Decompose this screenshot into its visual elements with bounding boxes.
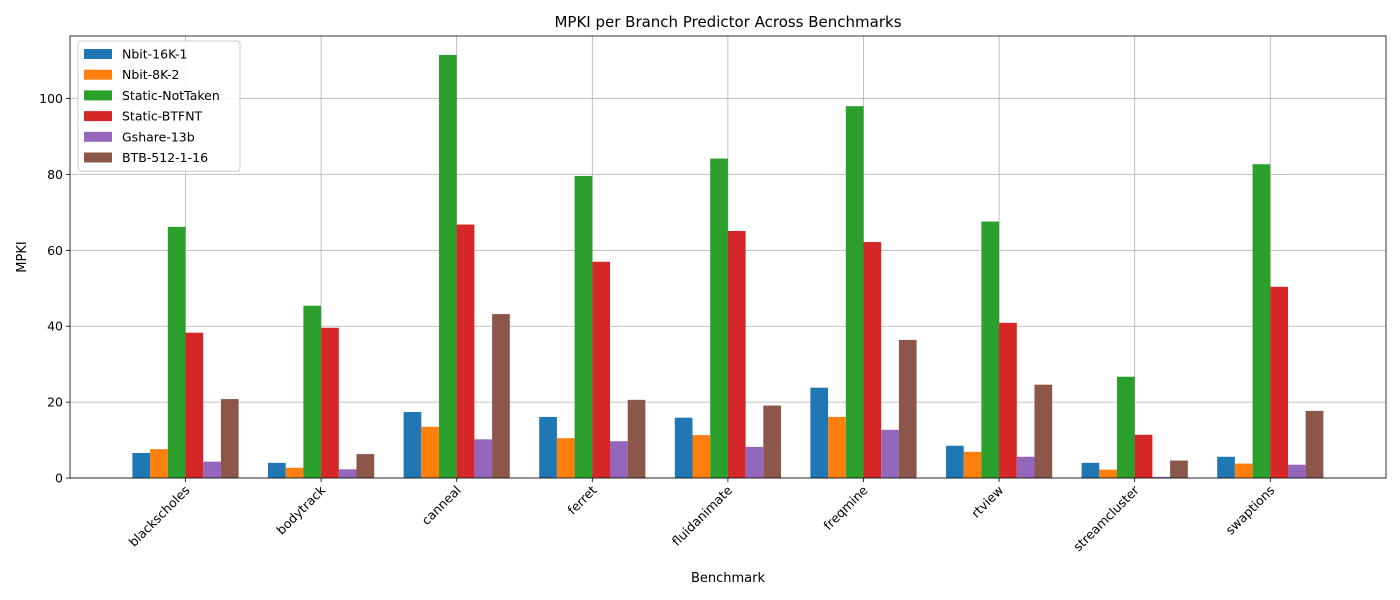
bar-nbit-16k-1-streamcluster	[1081, 462, 1100, 478]
x-tick-label: rtview	[968, 483, 1006, 521]
x-axis: blackscholes bodytrack canneal ferret fluida…	[126, 478, 1277, 554]
legend-label: Static-BTFNT	[122, 109, 203, 124]
bar-static-nottaken-rtview	[981, 221, 1000, 478]
x-axis-label: Benchmark	[691, 571, 766, 586]
bar-nbit-8k-2-bodytrack	[285, 467, 304, 478]
y-tick-label: 0	[55, 471, 63, 486]
legend-label: Nbit-16K-1	[122, 47, 187, 62]
bar-static-btfnt-rtview	[999, 322, 1017, 478]
bar-btb-512-1-16-fluidanimate	[763, 405, 781, 478]
bar-btb-512-1-16-streamcluster	[1170, 460, 1188, 478]
legend-label: Static-NotTaken	[122, 88, 220, 103]
bar-btb-512-1-16-ferret	[627, 399, 646, 478]
bar-btb-512-1-16-blackscholes	[220, 399, 239, 478]
bar-static-nottaken-fluidanimate	[710, 158, 728, 478]
bar-nbit-8k-2-freqmine	[828, 416, 846, 478]
bar-static-nottaken-swaptions	[1252, 164, 1271, 478]
bar-btb-512-1-16-bodytrack	[356, 454, 375, 478]
bar-static-btfnt-streamcluster	[1134, 434, 1153, 478]
bar-static-btfnt-bodytrack	[321, 327, 339, 478]
x-tick-label: streamcluster	[1070, 482, 1142, 554]
bar-gshare-13b-canneal	[474, 439, 493, 478]
bars	[132, 54, 1324, 478]
bar-nbit-16k-1-rtview	[946, 445, 964, 478]
x-tick-label: ferret	[564, 482, 599, 517]
bar-static-btfnt-ferret	[592, 261, 610, 478]
x-tick-label: swaptions	[1222, 483, 1277, 538]
bar-static-nottaken-freqmine	[845, 106, 864, 478]
bar-nbit-8k-2-fluidanimate	[692, 435, 711, 478]
y-tick-label: 60	[47, 243, 63, 258]
legend-label: BTB-512-1-16	[122, 150, 208, 165]
bar-gshare-13b-freqmine	[881, 429, 899, 478]
bar-nbit-8k-2-ferret	[556, 438, 575, 478]
bar-nbit-8k-2-rtview	[963, 451, 982, 478]
legend-swatch	[84, 90, 112, 101]
bar-btb-512-1-16-freqmine	[898, 339, 917, 478]
bar-nbit-8k-2-blackscholes	[150, 449, 168, 478]
bar-static-btfnt-fluidanimate	[727, 231, 746, 478]
chart-title: MPKI per Branch Predictor Across Benchma…	[554, 13, 901, 31]
bar-nbit-16k-1-freqmine	[810, 387, 829, 478]
legend-swatch	[84, 111, 112, 122]
bar-gshare-13b-rtview	[1016, 456, 1035, 478]
bar-nbit-16k-1-blackscholes	[132, 452, 151, 478]
bar-btb-512-1-16-rtview	[1034, 384, 1053, 478]
y-axis: 0 20 40 60 80 100	[39, 91, 70, 486]
x-tick-label: freqmine	[820, 482, 871, 533]
bar-nbit-8k-2-streamcluster	[1099, 469, 1117, 478]
bar-nbit-8k-2-swaptions	[1234, 463, 1253, 478]
bar-static-nottaken-bodytrack	[303, 305, 322, 478]
legend-label: Nbit-8K-2	[122, 67, 179, 82]
bar-gshare-13b-streamcluster	[1152, 476, 1171, 478]
bar-nbit-16k-1-canneal	[403, 411, 422, 478]
bar-static-nottaken-streamcluster	[1117, 376, 1135, 478]
x-tick-label: blackscholes	[126, 483, 193, 550]
bar-btb-512-1-16-canneal	[492, 314, 510, 478]
legend-swatch	[84, 152, 112, 163]
y-tick-label: 80	[47, 167, 63, 182]
bar-gshare-13b-ferret	[610, 441, 628, 478]
bar-gshare-13b-swaptions	[1288, 464, 1306, 478]
y-tick-label: 20	[47, 395, 63, 410]
bar-nbit-16k-1-bodytrack	[268, 462, 286, 478]
y-tick-label: 100	[39, 91, 63, 106]
bar-gshare-13b-fluidanimate	[745, 446, 764, 478]
legend-box	[77, 40, 241, 172]
x-tick-label: canneal	[418, 483, 463, 528]
bar-nbit-16k-1-fluidanimate	[674, 417, 693, 478]
y-tick-label: 40	[47, 319, 63, 334]
x-tick-label: bodytrack	[273, 482, 328, 537]
bar-static-nottaken-blackscholes	[167, 226, 186, 478]
bar-static-btfnt-blackscholes	[185, 332, 204, 478]
bar-nbit-16k-1-swaptions	[1217, 456, 1235, 478]
legend-label: Gshare-13b	[122, 129, 195, 144]
legend-swatch	[84, 131, 112, 142]
y-axis-label: MPKI	[15, 241, 30, 272]
bar-static-nottaken-canneal	[439, 54, 457, 478]
bar-nbit-8k-2-canneal	[421, 426, 439, 478]
bar-static-btfnt-canneal	[456, 224, 475, 478]
bar-gshare-13b-blackscholes	[203, 461, 221, 478]
legend-swatch	[84, 49, 112, 59]
bar-static-btfnt-freqmine	[863, 242, 882, 478]
bar-btb-512-1-16-swaptions	[1305, 410, 1324, 478]
x-tick-label: fluidanimate	[669, 482, 735, 548]
bar-static-btfnt-swaptions	[1270, 286, 1288, 478]
bar-nbit-16k-1-ferret	[539, 416, 557, 478]
bar-gshare-13b-bodytrack	[338, 469, 357, 478]
bar-static-nottaken-ferret	[574, 175, 593, 478]
legend-swatch	[84, 69, 112, 80]
legend: Nbit-16K-1 Nbit-8K-2 Static-NotTaken Static…	[77, 40, 241, 172]
